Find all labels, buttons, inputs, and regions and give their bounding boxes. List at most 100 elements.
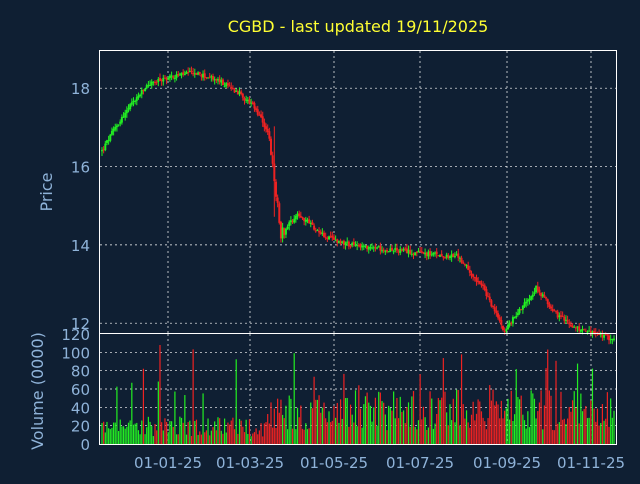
volume-tick-label: 20 bbox=[71, 418, 90, 436]
candle-body bbox=[410, 253, 413, 255]
volume-bar bbox=[528, 427, 531, 444]
volume-bar bbox=[383, 402, 385, 444]
candle-body bbox=[473, 276, 476, 279]
volume-bar bbox=[157, 381, 159, 444]
candle-body bbox=[129, 104, 132, 110]
price-tick-label: 14 bbox=[71, 237, 90, 255]
candle-body bbox=[314, 230, 317, 232]
volume-bar bbox=[170, 421, 173, 444]
candle-body bbox=[462, 262, 465, 264]
candle-body bbox=[376, 247, 379, 249]
candle-body bbox=[283, 228, 286, 235]
volume-bar bbox=[533, 398, 536, 444]
volume-bar bbox=[429, 391, 431, 444]
candle-body bbox=[306, 219, 309, 221]
candle-body bbox=[308, 219, 311, 224]
volume-bar bbox=[489, 385, 491, 444]
candle-body bbox=[518, 308, 521, 314]
candle-body bbox=[579, 329, 582, 332]
volume-bar bbox=[152, 436, 154, 444]
candle-body bbox=[178, 74, 181, 76]
candle-body bbox=[207, 77, 210, 79]
candle-body bbox=[198, 72, 201, 75]
candle-body bbox=[425, 252, 428, 256]
candle-body bbox=[545, 297, 548, 299]
volume-bar bbox=[601, 403, 604, 444]
candle-body bbox=[231, 88, 234, 90]
volume-bar bbox=[509, 419, 511, 444]
candle-body bbox=[356, 245, 359, 247]
volume-bar bbox=[111, 427, 113, 444]
candle-body bbox=[255, 108, 258, 111]
volume-bar bbox=[166, 421, 168, 444]
candle-body bbox=[238, 91, 241, 95]
volume-bar bbox=[320, 412, 322, 444]
volume-bar bbox=[538, 402, 541, 444]
candle-body bbox=[385, 249, 388, 252]
candle-body bbox=[241, 93, 244, 98]
volume-bar bbox=[513, 414, 516, 444]
candle-body bbox=[203, 73, 206, 78]
volume-bar bbox=[504, 410, 506, 444]
volume-bar bbox=[386, 430, 388, 444]
volume-bar bbox=[298, 417, 300, 444]
volume-bar bbox=[316, 399, 319, 444]
candle-body bbox=[424, 252, 427, 255]
candle-body bbox=[351, 243, 354, 246]
candle-body bbox=[389, 248, 392, 252]
volume-bar bbox=[195, 419, 198, 444]
candle-body bbox=[576, 326, 579, 328]
candle-body bbox=[485, 289, 488, 297]
volume-bar bbox=[557, 423, 559, 444]
candle-body bbox=[301, 217, 304, 219]
volume-bar bbox=[492, 389, 494, 444]
volume-bar bbox=[156, 430, 158, 444]
candle-body bbox=[298, 213, 301, 217]
volume-bars bbox=[101, 345, 615, 444]
candle-body bbox=[371, 247, 374, 249]
volume-bar bbox=[499, 418, 501, 444]
volume-bar bbox=[388, 405, 390, 444]
candle-body bbox=[584, 330, 587, 332]
candle-body bbox=[536, 286, 539, 291]
candle-body bbox=[180, 73, 183, 76]
candle-body bbox=[598, 333, 601, 335]
volume-bar bbox=[585, 406, 587, 444]
candle-body bbox=[336, 239, 339, 243]
candle-body bbox=[452, 253, 455, 258]
volume-bar bbox=[522, 414, 524, 444]
candle-body bbox=[276, 197, 279, 203]
candle-body bbox=[352, 242, 355, 245]
volume-bar bbox=[144, 434, 146, 444]
candle-body bbox=[313, 225, 316, 230]
volume-bar bbox=[336, 402, 338, 444]
candle-body bbox=[284, 229, 287, 235]
candle-body bbox=[477, 281, 480, 283]
candle-body bbox=[603, 334, 606, 338]
volume-bar bbox=[348, 426, 350, 444]
candle-body bbox=[415, 251, 418, 254]
candle-body bbox=[127, 108, 130, 110]
candle-body bbox=[230, 86, 233, 89]
volume-bar bbox=[331, 420, 333, 444]
candle-body bbox=[124, 112, 127, 118]
price-axis-label: Price bbox=[37, 172, 56, 211]
volume-bar bbox=[596, 408, 599, 444]
candle-body bbox=[132, 100, 135, 102]
candle-body bbox=[392, 251, 395, 253]
volume-bar bbox=[230, 420, 232, 444]
candle-body bbox=[248, 99, 251, 104]
candle-body bbox=[125, 110, 128, 114]
volume-bar bbox=[197, 434, 199, 444]
candle-body bbox=[344, 242, 347, 245]
candle-body bbox=[216, 78, 219, 81]
volume-bar bbox=[305, 423, 307, 444]
candle-body bbox=[399, 248, 402, 253]
volume-bar bbox=[154, 424, 156, 444]
candle-body bbox=[304, 219, 307, 222]
volume-bar bbox=[464, 418, 466, 444]
candle-body bbox=[316, 230, 319, 232]
candle-body bbox=[432, 253, 435, 255]
candle-body bbox=[223, 85, 226, 87]
candle-body bbox=[165, 77, 168, 81]
